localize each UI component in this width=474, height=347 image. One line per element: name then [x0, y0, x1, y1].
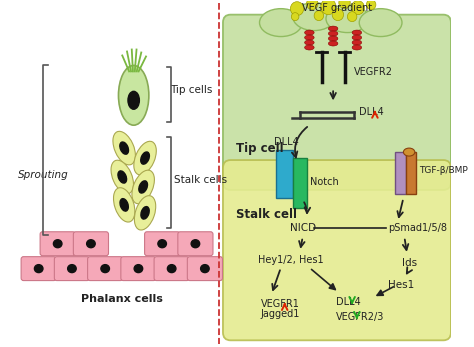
Ellipse shape — [132, 170, 155, 204]
Ellipse shape — [134, 141, 156, 175]
Ellipse shape — [326, 5, 369, 33]
Circle shape — [307, 0, 318, 10]
Ellipse shape — [113, 131, 136, 165]
Ellipse shape — [139, 181, 147, 193]
Bar — [293, 158, 308, 208]
Circle shape — [351, 1, 365, 15]
Ellipse shape — [135, 196, 156, 230]
FancyBboxPatch shape — [223, 15, 451, 190]
Ellipse shape — [305, 35, 314, 40]
FancyBboxPatch shape — [40, 232, 75, 256]
Ellipse shape — [101, 265, 109, 273]
Text: Hes1: Hes1 — [388, 280, 415, 289]
Text: Jagged1: Jagged1 — [261, 310, 301, 320]
FancyBboxPatch shape — [21, 257, 56, 281]
Ellipse shape — [328, 31, 338, 36]
Text: pSmad1/5/8: pSmad1/5/8 — [388, 223, 447, 233]
Ellipse shape — [120, 198, 128, 211]
Bar — [406, 152, 416, 194]
FancyBboxPatch shape — [223, 160, 451, 340]
Ellipse shape — [305, 45, 314, 50]
Ellipse shape — [191, 240, 200, 248]
Text: VEGFR2/3: VEGFR2/3 — [336, 312, 384, 322]
Ellipse shape — [352, 30, 362, 35]
Text: DLL4: DLL4 — [359, 107, 383, 117]
FancyBboxPatch shape — [88, 257, 123, 281]
Text: Stalk cell: Stalk cell — [236, 208, 297, 221]
FancyBboxPatch shape — [121, 257, 156, 281]
Text: DLL4: DLL4 — [274, 137, 299, 147]
Text: Tip cell: Tip cell — [236, 142, 284, 155]
Ellipse shape — [118, 171, 127, 183]
Circle shape — [366, 0, 376, 10]
Circle shape — [339, 0, 350, 9]
Ellipse shape — [141, 206, 149, 219]
Ellipse shape — [352, 40, 362, 45]
Ellipse shape — [328, 36, 338, 41]
Text: DLL4: DLL4 — [336, 297, 361, 307]
Ellipse shape — [68, 265, 76, 273]
Ellipse shape — [111, 160, 134, 194]
Ellipse shape — [352, 35, 362, 40]
Ellipse shape — [128, 91, 139, 109]
FancyBboxPatch shape — [145, 232, 180, 256]
Ellipse shape — [35, 265, 43, 273]
Ellipse shape — [305, 40, 314, 45]
Bar — [395, 152, 406, 194]
Text: Stalk cells: Stalk cells — [173, 175, 227, 185]
FancyBboxPatch shape — [187, 257, 222, 281]
Ellipse shape — [118, 66, 149, 125]
Ellipse shape — [293, 3, 336, 31]
Ellipse shape — [359, 9, 402, 36]
Ellipse shape — [134, 265, 143, 273]
Text: VEGFR1: VEGFR1 — [261, 299, 300, 310]
Text: Phalanx cells: Phalanx cells — [82, 295, 163, 305]
Ellipse shape — [87, 240, 95, 248]
FancyBboxPatch shape — [73, 232, 109, 256]
Text: NICD: NICD — [290, 223, 316, 233]
Circle shape — [291, 2, 304, 16]
Ellipse shape — [328, 41, 338, 46]
Ellipse shape — [141, 152, 149, 164]
Text: Tip cells: Tip cells — [170, 85, 212, 95]
Text: Sprouting: Sprouting — [18, 170, 69, 180]
Text: Ids: Ids — [401, 257, 417, 268]
Ellipse shape — [201, 265, 209, 273]
Ellipse shape — [113, 188, 135, 222]
Ellipse shape — [305, 30, 314, 35]
Circle shape — [347, 12, 357, 22]
Circle shape — [321, 0, 336, 15]
Text: Notch: Notch — [310, 177, 339, 187]
Ellipse shape — [167, 265, 176, 273]
Text: Hey1/2, Hes1: Hey1/2, Hes1 — [257, 255, 323, 265]
Text: VEGF gradient: VEGF gradient — [302, 3, 372, 13]
Ellipse shape — [158, 240, 166, 248]
Text: VEGFR2: VEGFR2 — [354, 67, 393, 77]
Bar — [276, 150, 293, 198]
Ellipse shape — [352, 45, 362, 50]
Circle shape — [314, 11, 324, 20]
Circle shape — [292, 12, 299, 20]
Ellipse shape — [328, 26, 338, 31]
Ellipse shape — [403, 148, 415, 156]
Ellipse shape — [260, 9, 302, 36]
Circle shape — [332, 9, 344, 20]
FancyBboxPatch shape — [178, 232, 213, 256]
Ellipse shape — [120, 142, 128, 154]
Ellipse shape — [54, 240, 62, 248]
FancyBboxPatch shape — [154, 257, 189, 281]
FancyBboxPatch shape — [55, 257, 90, 281]
Text: TGF-β/BMP: TGF-β/BMP — [419, 166, 467, 175]
